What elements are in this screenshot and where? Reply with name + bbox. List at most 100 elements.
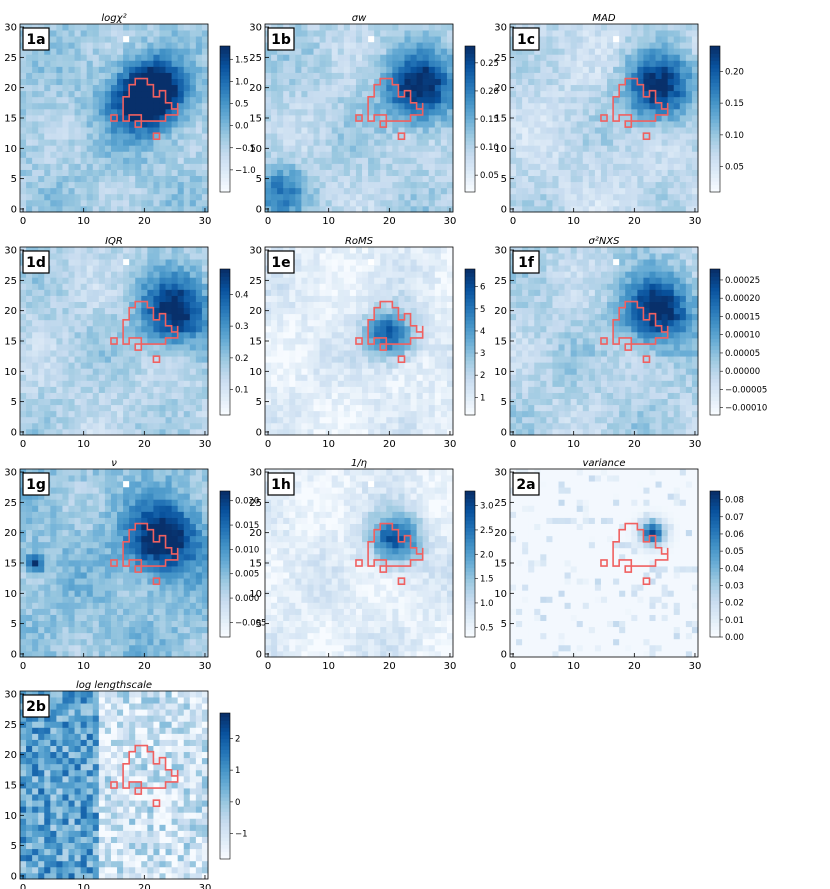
heatmap-cell	[104, 416, 112, 424]
heatmap-cell	[331, 362, 339, 369]
heatmap-cell	[307, 205, 314, 213]
heatmap-cell	[337, 66, 345, 73]
heatmap-cell	[422, 163, 430, 170]
heatmap-cell	[422, 169, 430, 177]
heatmap-cell	[691, 114, 699, 122]
y-tick-label: 0	[11, 427, 17, 438]
heatmap-cell	[147, 283, 154, 290]
heatmap-cell	[643, 157, 650, 164]
heatmap-cell	[50, 337, 57, 345]
heatmap-cell	[643, 78, 650, 86]
heatmap-cell	[404, 199, 411, 207]
x-tick-label: 20	[628, 216, 641, 227]
heatmap-cell	[135, 325, 142, 333]
heatmap-cell	[189, 193, 197, 201]
heatmap-cell	[201, 404, 209, 412]
heatmap-cell	[62, 151, 69, 158]
heatmap-cell	[20, 139, 27, 146]
heatmap-cell	[679, 78, 687, 86]
heatmap-cell	[295, 325, 302, 333]
heatmap-cell	[673, 24, 681, 31]
heatmap-cell	[26, 331, 33, 339]
heatmap-cell	[416, 307, 424, 315]
heatmap-cell	[62, 265, 69, 272]
heatmap-cell	[546, 72, 553, 79]
heatmap-cell	[153, 121, 160, 128]
heatmap-cell	[540, 139, 547, 146]
heatmap-cell	[141, 24, 148, 31]
heatmap-cell	[404, 121, 411, 128]
heatmap-cell	[619, 108, 626, 116]
panel-label: 1c	[517, 32, 535, 48]
heatmap-cell	[129, 386, 136, 393]
heatmap-cell	[201, 175, 209, 183]
heatmap-cell	[68, 60, 75, 67]
heatmap-cell	[510, 289, 517, 296]
colorbar-tick-label: 0.1	[235, 386, 249, 396]
heatmap-cell	[679, 133, 687, 140]
heatmap-cell	[159, 325, 166, 333]
heatmap-cell	[691, 163, 699, 170]
heatmap-cell	[655, 72, 663, 79]
heatmap-cell	[68, 193, 75, 201]
heatmap-cell	[607, 24, 614, 31]
heatmap-cell	[26, 90, 33, 98]
heatmap-cell	[685, 139, 693, 146]
heatmap-cell	[86, 319, 94, 327]
heatmap-cell	[343, 24, 351, 31]
heatmap-cell	[374, 48, 381, 55]
heatmap-cell	[325, 114, 333, 122]
heatmap-cell	[534, 187, 541, 195]
heatmap-cell	[576, 114, 584, 122]
heatmap-cell	[110, 108, 118, 116]
colorbar-tick-label: 0.4	[235, 290, 249, 300]
heatmap-cell	[68, 259, 75, 266]
heatmap-cell	[123, 325, 130, 333]
heatmap-cell	[92, 289, 100, 296]
heatmap-cell	[165, 114, 173, 122]
heatmap-cell	[319, 163, 327, 170]
heatmap-cell	[74, 24, 82, 31]
heatmap-cell	[410, 66, 418, 73]
heatmap-cell	[546, 90, 553, 98]
heatmap-cell	[368, 428, 375, 436]
heatmap-cell	[331, 416, 339, 424]
heatmap-cell	[398, 362, 405, 369]
heatmap-cell	[283, 350, 290, 357]
heatmap-cell	[600, 84, 608, 92]
heatmap-cell	[277, 193, 284, 201]
heatmap-cell	[117, 72, 124, 79]
heatmap-cell	[195, 96, 203, 104]
heatmap-cell	[74, 295, 82, 302]
heatmap-cell	[98, 337, 106, 345]
heatmap-cell	[685, 181, 693, 189]
heatmap-cell	[416, 392, 424, 400]
heatmap-cell	[655, 36, 663, 43]
heatmap-cell	[434, 277, 442, 284]
heatmap-cell	[428, 422, 436, 430]
heatmap-cell	[362, 145, 369, 152]
heatmap-cell	[392, 386, 399, 393]
heatmap-cell	[392, 175, 399, 183]
heatmap-cell	[171, 398, 179, 406]
heatmap-cell	[685, 78, 693, 86]
heatmap-cell	[362, 36, 369, 43]
heatmap-cell	[80, 145, 88, 152]
heatmap-cell	[50, 48, 57, 55]
heatmap-cell	[667, 175, 675, 183]
heatmap-cell	[534, 181, 541, 189]
heatmap-cell	[607, 139, 614, 146]
heatmap-cell	[416, 271, 424, 278]
heatmap-cell	[110, 205, 118, 213]
heatmap-cell	[679, 127, 687, 134]
heatmap-cell	[110, 133, 118, 140]
heatmap-cell	[50, 265, 57, 272]
heatmap-cell	[564, 54, 572, 61]
heatmap-cell	[177, 337, 185, 345]
heatmap-cell	[277, 114, 284, 122]
heatmap-cell	[643, 127, 650, 134]
y-tick-label: 30	[249, 246, 262, 257]
heatmap-cell	[510, 301, 517, 309]
heatmap-cell	[117, 307, 124, 315]
heatmap-cell	[510, 416, 517, 424]
